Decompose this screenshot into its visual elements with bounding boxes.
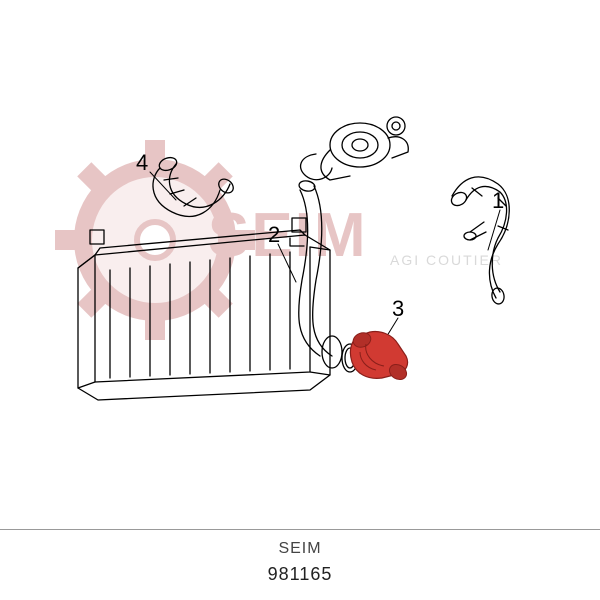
callout-1: 1 (492, 188, 504, 214)
turbo-housing-icon (301, 117, 409, 180)
parts-diagram (0, 0, 600, 500)
brand-block: SEIM 981165 (0, 529, 600, 600)
part-number: 981165 (0, 564, 600, 585)
hose-4-icon (153, 155, 236, 216)
hose-3-highlight-icon (350, 330, 409, 382)
callout-4: 4 (136, 150, 148, 176)
brand-name: SEIM (0, 540, 600, 558)
hose-2-icon (290, 180, 332, 356)
intercooler-icon (78, 218, 342, 400)
callout-2: 2 (268, 222, 280, 248)
callout-3: 3 (392, 296, 404, 322)
diagram-area: SEIM AGI COUTIER (0, 0, 600, 500)
leader-lines (150, 172, 500, 344)
canvas: SEIM AGI COUTIER (0, 0, 600, 600)
